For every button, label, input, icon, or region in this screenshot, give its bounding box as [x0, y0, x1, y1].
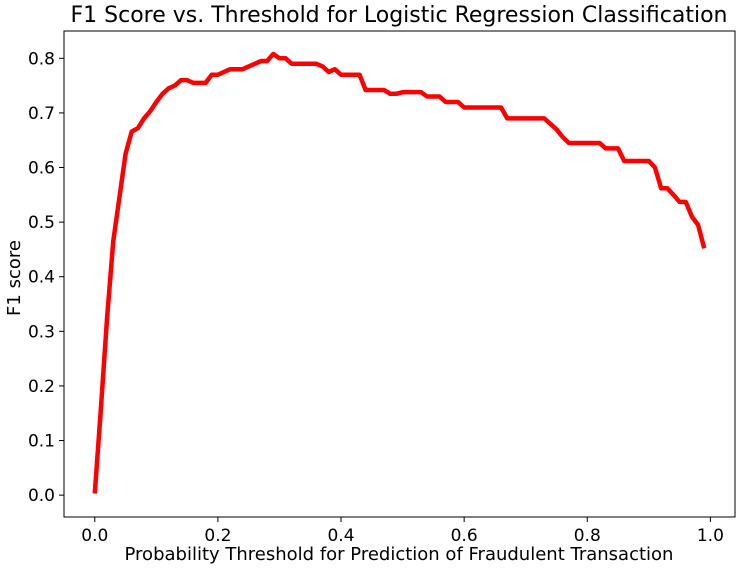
- y-tick-label: 0.3: [28, 322, 55, 342]
- f1-score-line: [92, 51, 707, 494]
- y-tick-label: 0.0: [28, 486, 55, 506]
- x-tick-label: 0.0: [81, 526, 108, 546]
- y-tick-label: 0.4: [28, 268, 55, 288]
- x-tick-label: 1.0: [697, 526, 724, 546]
- plot-area: [92, 51, 707, 494]
- y-tick-label: 0.8: [28, 49, 55, 69]
- x-tick-label: 0.8: [574, 526, 601, 546]
- x-tick-label: 0.2: [204, 526, 231, 546]
- chart-title: F1 Score vs. Threshold for Logistic Regr…: [71, 3, 728, 28]
- x-tick-label: 0.6: [451, 526, 478, 546]
- y-tick-label: 0.1: [28, 432, 55, 452]
- y-axis-label: F1 score: [4, 240, 25, 316]
- y-tick-label: 0.5: [28, 213, 55, 233]
- y-tick-label: 0.2: [28, 377, 55, 397]
- x-tick-label: 0.4: [327, 526, 354, 546]
- y-tick-label: 0.7: [28, 104, 55, 124]
- x-axis-ticks: 0.0 0.2 0.4 0.6 0.8 1.0: [81, 517, 724, 546]
- y-axis-ticks: 0.0 0.1 0.2 0.3 0.4 0.5 0.6 0.7 0.8: [28, 49, 64, 506]
- x-axis-label: Probability Threshold for Prediction of …: [125, 544, 674, 565]
- plot-frame: [63, 30, 736, 518]
- y-tick-label: 0.6: [28, 159, 55, 179]
